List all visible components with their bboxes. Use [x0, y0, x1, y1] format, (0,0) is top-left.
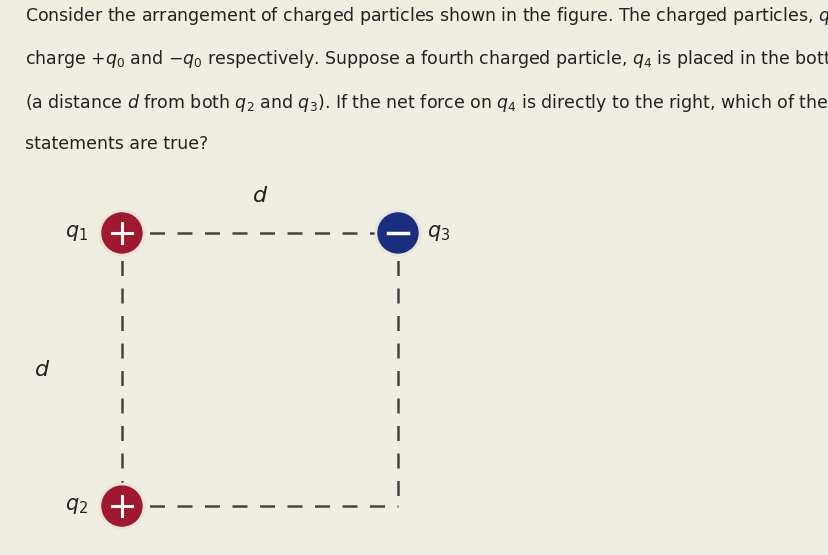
- Ellipse shape: [375, 211, 420, 255]
- Ellipse shape: [99, 211, 144, 255]
- Text: $d$: $d$: [35, 359, 51, 381]
- Text: statements are true?: statements are true?: [25, 135, 208, 153]
- Ellipse shape: [99, 484, 144, 528]
- Text: $q_1$: $q_1$: [65, 223, 89, 243]
- Text: (a distance $d$ from both $q_2$ and $q_3$). If the net force on $q_4$ is directl: (a distance $d$ from both $q_2$ and $q_3…: [25, 92, 828, 114]
- Text: Consider the arrangement of charged particles shown in the figure. The charged p: Consider the arrangement of charged part…: [25, 5, 828, 27]
- Text: charge $+q_0$ and $-q_0$ respectively. Suppose a fourth charged particle, $q_4$ : charge $+q_0$ and $-q_0$ respectively. S…: [25, 48, 828, 70]
- Text: $d$: $d$: [252, 185, 267, 207]
- Text: $q_3$: $q_3$: [426, 223, 450, 243]
- Text: $q_2$: $q_2$: [65, 496, 89, 516]
